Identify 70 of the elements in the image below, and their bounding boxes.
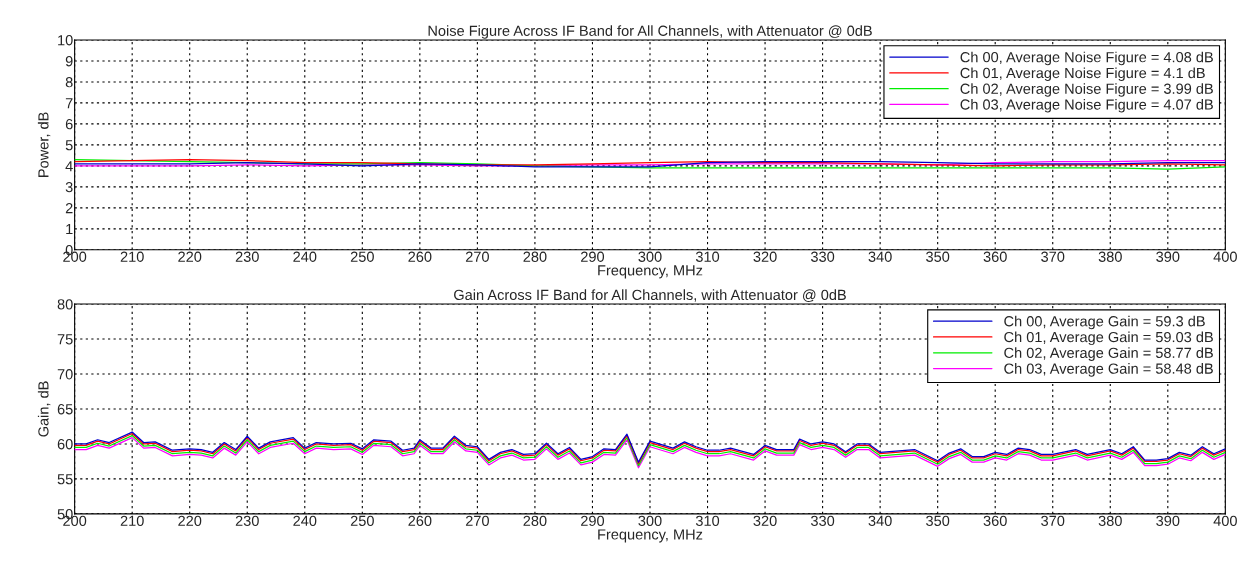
- legend-label: Ch 02, Average Gain = 58.77 dB: [1004, 347, 1213, 361]
- y-tick-label: 70: [57, 369, 73, 380]
- y-tick-label: 10: [58, 35, 73, 46]
- y-axis-title: Gain, dB: [37, 381, 51, 437]
- x-tick-label: 240: [293, 251, 317, 262]
- x-tick-label: 300: [638, 515, 662, 526]
- x-tick-label: 260: [408, 251, 432, 262]
- x-tick-label: 380: [1098, 251, 1122, 262]
- x-tick-label: 320: [753, 251, 777, 262]
- y-tick-label: 3: [65, 181, 73, 193]
- x-tick-label: 370: [1041, 251, 1065, 262]
- x-tick-label: 340: [868, 515, 892, 526]
- y-tick-label: 4: [65, 161, 73, 172]
- x-tick-label: 270: [465, 515, 489, 526]
- x-tick-label: 250: [350, 251, 374, 262]
- y-tick-label: 60: [57, 439, 73, 450]
- y-tick-label: 65: [57, 404, 73, 415]
- x-tick-label: 270: [465, 251, 489, 262]
- x-tick-label: 400: [1213, 251, 1237, 262]
- x-tick-label: 240: [293, 515, 317, 526]
- x-tick-label: 350: [926, 251, 950, 262]
- legend-label: Ch 00, Average Gain = 59.3 dB: [1004, 315, 1205, 330]
- legend-label: Ch 00, Average Noise Figure = 4.08 dB: [960, 51, 1213, 66]
- legend-label: Ch 02, Average Noise Figure = 3.99 dB: [960, 83, 1213, 97]
- y-tick-label: 75: [57, 334, 73, 345]
- x-tick-label: 220: [178, 515, 202, 526]
- x-tick-label: 310: [695, 251, 720, 262]
- x-tick-label: 250: [350, 515, 374, 526]
- x-tick-label: 290: [581, 251, 605, 262]
- y-tick-label: 9: [65, 56, 73, 67]
- y-tick-label: 55: [57, 474, 73, 485]
- x-tick-label: 320: [753, 515, 777, 526]
- legend-label: Ch 03, Average Noise Figure = 4.07 dB: [960, 98, 1213, 113]
- x-tick-label: 280: [523, 251, 547, 262]
- x-tick-label: 280: [523, 515, 547, 526]
- y-axis-title: Power, dB: [37, 112, 51, 177]
- y-tick-label: 7: [65, 98, 73, 109]
- x-tick-label: 210: [120, 515, 144, 526]
- x-tick-label: 360: [983, 251, 1007, 262]
- x-tick-label: 300: [638, 251, 662, 262]
- x-tick-label: 210: [120, 251, 144, 262]
- x-tick-label: 370: [1041, 515, 1065, 526]
- x-tick-label: 340: [868, 251, 892, 262]
- y-tick-label: 1: [66, 224, 73, 235]
- x-tick-label: 380: [1098, 515, 1122, 526]
- x-tick-label: 230: [235, 515, 259, 526]
- x-tick-label: 360: [983, 515, 1007, 526]
- x-tick-label: 390: [1156, 251, 1180, 262]
- x-tick-label: 260: [408, 515, 432, 526]
- y-tick-label: 2: [65, 202, 73, 214]
- x-tick-label: 310: [695, 515, 720, 526]
- x-axis-title: Frequency, MHz: [598, 529, 703, 543]
- x-tick-label: 330: [810, 251, 835, 262]
- y-tick-label: 8: [65, 77, 73, 88]
- x-tick-label: 350: [926, 515, 950, 526]
- x-tick-label: 330: [810, 515, 835, 526]
- y-tick-label: 5: [65, 140, 73, 151]
- x-tick-label: 290: [581, 515, 605, 526]
- x-axis-title: Frequency, MHz: [598, 265, 703, 279]
- y-tick-label: 6: [65, 119, 73, 130]
- x-tick-label: 220: [178, 251, 202, 262]
- x-tick-label: 390: [1156, 515, 1180, 526]
- y-tick-label: 80: [57, 299, 73, 310]
- legend-label: Ch 01, Average Noise Figure = 4.1 dB: [960, 67, 1205, 82]
- legend-label: Ch 01, Average Gain = 59.03 dB: [1004, 331, 1213, 346]
- chart-title: Gain Across IF Band for All Channels, with Attenuator @ 0dB: [454, 289, 846, 302]
- chart-title: Noise Figure Across IF Band for All Channels, with Attenuator @ 0dB: [428, 25, 872, 39]
- legend-label: Ch 03, Average Gain = 58.48 dB: [1004, 363, 1213, 377]
- x-tick-label: 230: [235, 251, 259, 262]
- x-tick-label: 400: [1213, 515, 1237, 526]
